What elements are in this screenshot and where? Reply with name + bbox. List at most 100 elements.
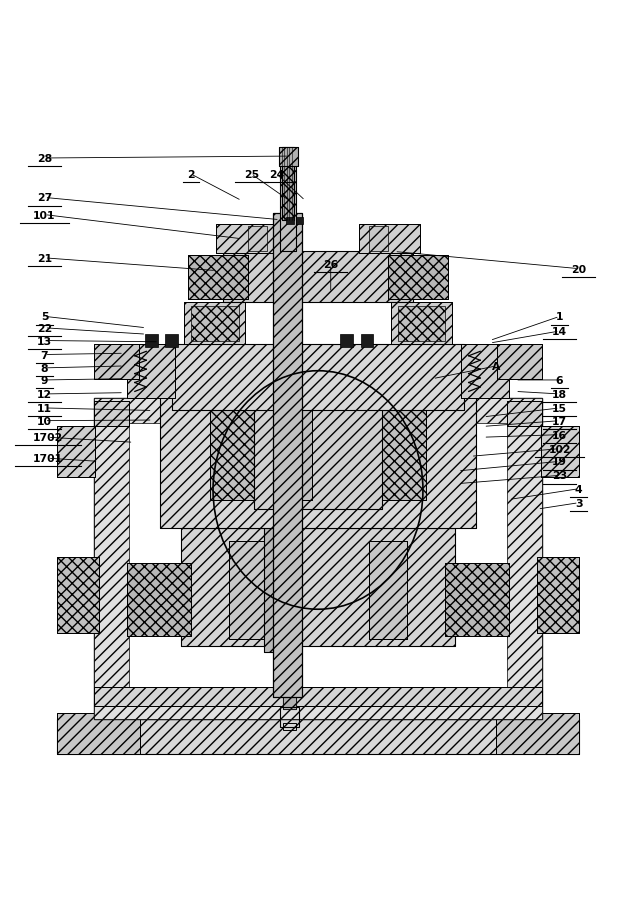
Bar [172,344,464,411]
Text: 4: 4 [575,484,583,494]
Bar [369,227,388,252]
Text: 24: 24 [269,169,284,179]
Bar [282,148,294,220]
Bar [248,227,267,252]
Bar [94,402,129,427]
Bar [94,688,542,706]
Text: 1702: 1702 [32,433,63,443]
Bar [160,363,476,528]
Text: 18: 18 [552,390,567,400]
Bar [353,398,426,500]
Text: A: A [492,362,501,372]
Bar [57,712,140,754]
Bar [57,558,99,633]
Bar [497,344,542,379]
Bar [216,225,277,253]
Text: 12: 12 [37,390,52,400]
Text: 10: 10 [37,416,52,426]
Bar [282,148,294,220]
Text: 21: 21 [37,253,52,263]
Bar [280,150,296,252]
Bar [165,335,178,347]
Bar [340,335,353,347]
Bar [283,723,296,731]
Text: 22: 22 [37,323,52,333]
Text: 17: 17 [552,416,567,426]
Bar [210,398,283,500]
Text: 8: 8 [41,363,48,374]
Bar [280,708,299,727]
Bar [229,541,267,640]
Bar [359,225,420,253]
Bar [537,558,579,633]
Bar [57,558,99,633]
Bar [273,214,302,697]
Bar [127,564,191,637]
Text: 14: 14 [552,327,567,336]
Bar [283,646,296,710]
Bar [264,528,283,652]
Bar [181,528,455,646]
Bar [361,335,373,347]
Bar [94,402,129,427]
Bar [254,392,382,509]
Bar [127,344,175,398]
Bar [210,398,283,500]
Bar [279,148,298,167]
Bar [57,719,579,754]
Bar [369,541,407,640]
Bar [496,712,579,754]
Bar [273,408,312,500]
Text: 9: 9 [41,375,48,385]
Bar [188,255,248,300]
Bar [94,344,139,379]
Bar [94,688,542,706]
Bar [94,398,542,424]
Text: 26: 26 [323,260,338,270]
Text: 101: 101 [33,210,56,220]
Bar [216,225,277,253]
Bar [127,564,191,637]
Bar [184,303,245,344]
Bar [359,225,420,253]
Text: 1701: 1701 [32,454,63,464]
Bar [57,427,95,477]
Bar [388,255,448,300]
Bar [279,148,298,167]
Text: 6: 6 [556,375,563,385]
Bar [191,306,238,341]
Bar [172,344,464,411]
Text: 28: 28 [37,154,52,164]
Bar [94,344,139,379]
Text: 19: 19 [552,456,567,466]
Text: 16: 16 [552,430,567,440]
Bar [461,344,509,398]
Bar [507,402,542,427]
Bar [283,646,296,710]
Bar [507,402,542,427]
Bar [181,528,455,646]
Bar [57,719,579,754]
Text: 2: 2 [187,169,195,179]
Bar [391,303,452,344]
Bar [254,392,382,509]
Bar [160,363,476,528]
Bar [94,398,542,719]
Text: 102: 102 [548,445,571,455]
Text: 27: 27 [37,193,52,203]
Bar [57,427,95,477]
Bar [445,564,509,637]
Bar [497,344,542,379]
Bar [184,303,245,344]
Bar [145,335,158,347]
Text: 25: 25 [244,169,259,179]
Bar [229,541,267,640]
Text: 11: 11 [37,404,52,414]
Bar [496,712,579,754]
Bar [223,252,413,303]
Bar [541,427,579,477]
Text: 15: 15 [552,404,567,414]
Text: 13: 13 [37,336,52,346]
Bar [273,408,312,500]
Bar [507,398,542,719]
